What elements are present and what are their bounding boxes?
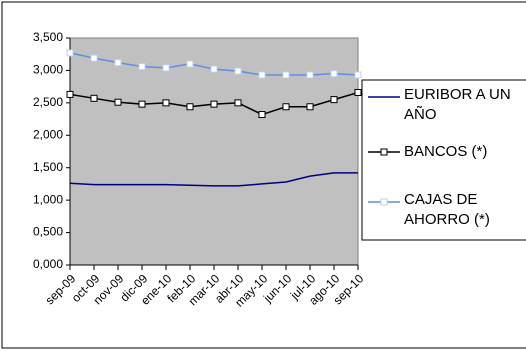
legend-label: CAJAS DE AHORRO (*): [404, 191, 490, 228]
legend-entry: CAJAS DE AHORRO (*): [404, 191, 490, 228]
series-line: [69, 172, 358, 187]
marker: [258, 111, 266, 119]
legend-label: EURIBOR A UN AÑO: [404, 86, 511, 123]
marker: [306, 103, 314, 111]
legend-box: [361, 79, 526, 241]
y-tick-label: 1,000: [33, 192, 63, 206]
y-tick-label: 1,500: [33, 160, 63, 174]
marker: [210, 100, 218, 108]
marker: [162, 99, 170, 107]
marker: [66, 49, 74, 57]
marker: [162, 64, 170, 72]
marker: [330, 70, 338, 78]
y-tick-label: 3,500: [33, 30, 63, 44]
marker: [282, 103, 290, 111]
y-tick-label: 0,000: [33, 257, 63, 271]
marker: [234, 99, 242, 107]
marker: [306, 71, 314, 79]
marker: [186, 60, 194, 68]
marker: [354, 88, 362, 96]
marker: [186, 103, 194, 111]
marker: [90, 54, 98, 62]
y-tick-label: 0,500: [33, 225, 63, 239]
marker: [90, 94, 98, 102]
legend-entry: EURIBOR A UN AÑO: [404, 86, 511, 123]
marker: [210, 65, 218, 73]
marker: [330, 96, 338, 104]
marker: [138, 100, 146, 108]
marker: [282, 71, 290, 79]
marker: [234, 67, 242, 75]
marker: [114, 98, 122, 106]
marker: [66, 90, 74, 98]
y-tick-label: 2,500: [33, 95, 63, 109]
y-tick-label: 3,000: [33, 63, 63, 77]
marker: [114, 59, 122, 67]
legend-label: BANCOS (*): [404, 143, 488, 160]
legend-marker: [380, 198, 388, 206]
legend-entry: BANCOS (*): [404, 143, 488, 160]
marker: [354, 71, 362, 79]
y-tick-label: 2,000: [33, 127, 63, 141]
marker: [258, 71, 266, 79]
legend-marker: [380, 148, 388, 156]
marker: [138, 63, 146, 71]
